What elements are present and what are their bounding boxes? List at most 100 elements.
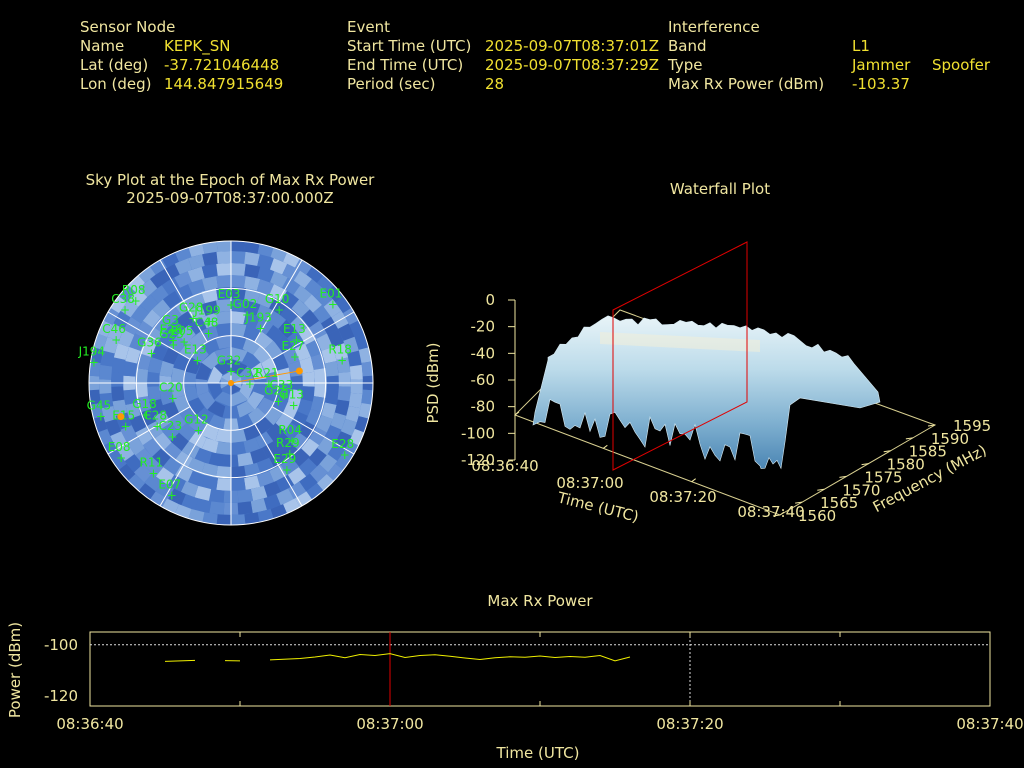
sky-cell xyxy=(188,243,205,258)
sky-cell xyxy=(280,290,300,309)
sky-cell xyxy=(145,421,164,440)
sky-cell xyxy=(231,335,247,349)
sky-cell xyxy=(139,294,159,313)
sky-cell xyxy=(216,478,231,491)
sky-cell xyxy=(361,389,373,405)
power-label: Max Rx Power (dBm) xyxy=(668,75,825,93)
sky-cell xyxy=(174,271,192,288)
satellite-marker: + xyxy=(167,324,177,338)
satellite-label: R11 xyxy=(140,455,164,469)
satellite-marker: + xyxy=(285,447,295,461)
sky-cell xyxy=(160,422,179,442)
sky-cell xyxy=(208,452,225,467)
azimuth-spoke xyxy=(159,423,208,507)
sky-cell xyxy=(174,450,193,469)
sky-cell xyxy=(135,427,153,446)
sky-cell xyxy=(231,263,246,276)
sky-cell xyxy=(270,271,288,288)
sky-cell xyxy=(220,371,231,383)
sky-cell xyxy=(278,319,297,339)
azimuth-spoke xyxy=(254,259,303,343)
sky-cell xyxy=(124,454,143,473)
sky-cell xyxy=(276,488,294,506)
sky-cell xyxy=(161,263,180,281)
sky-cell xyxy=(195,498,212,514)
sky-cell xyxy=(244,475,261,490)
sky-cell xyxy=(263,385,279,403)
time-tick xyxy=(691,478,696,483)
sky-cell xyxy=(301,438,320,457)
satellite-label: C20 xyxy=(159,381,183,395)
satellite-label: E01 xyxy=(320,286,343,300)
skyplot-title: Sky Plot at the Epoch of Max Rx Power 20… xyxy=(60,171,400,207)
azimuth-spoke xyxy=(271,311,355,360)
satellite-label: G18 xyxy=(132,397,157,411)
power-value: -103.37 xyxy=(852,75,910,93)
sky-cell xyxy=(243,312,261,329)
sky-cell xyxy=(264,340,283,359)
satellite-marker: + xyxy=(226,298,236,312)
satellite-marker: + xyxy=(192,353,202,367)
sky-cell xyxy=(283,422,302,442)
satellite-marker: + xyxy=(116,451,126,465)
sky-cell xyxy=(298,326,317,345)
sky-cell xyxy=(142,438,161,457)
sky-cell xyxy=(208,489,225,503)
sky-cell xyxy=(244,251,260,266)
sky-cell xyxy=(248,407,267,426)
interference-block: Interference Band L1 Type Jammer Spoofer Ma… xyxy=(668,18,990,94)
sky-cell xyxy=(216,514,231,525)
sky-cell xyxy=(237,452,254,467)
lat-label: Lat (deg) xyxy=(80,56,149,74)
sky-cell xyxy=(313,383,327,399)
sky-cell xyxy=(256,471,275,487)
power-x-axis-title: Time (UTC) xyxy=(496,744,580,762)
sky-cell xyxy=(202,251,218,266)
sky-cell xyxy=(129,333,146,351)
sky-cell xyxy=(291,448,310,467)
sky-cell xyxy=(242,351,261,370)
sky-cell xyxy=(197,391,216,410)
sky-cell xyxy=(280,457,300,476)
sky-cell xyxy=(129,415,146,433)
sky-cell xyxy=(263,494,281,511)
sky-cell xyxy=(316,473,334,491)
satellite-marker: + xyxy=(89,355,99,369)
interference-marker xyxy=(117,413,125,421)
sensor-node-title: Sensor Node xyxy=(80,18,176,36)
period-label: Period (sec) xyxy=(347,75,436,93)
sky-cell xyxy=(161,277,180,295)
satellite-label: G13 xyxy=(279,388,304,402)
sky-cell xyxy=(168,488,186,506)
freq-tick-label: 1590 xyxy=(931,430,969,448)
power-tick-label: -120 xyxy=(44,687,78,705)
sky-cell xyxy=(123,361,138,377)
sky-cell xyxy=(326,463,344,481)
sky-cell xyxy=(159,360,174,377)
azimuth-spoke xyxy=(254,423,303,507)
sky-cell xyxy=(237,489,254,503)
sky-cell xyxy=(145,326,164,345)
sky-cell xyxy=(201,312,219,329)
sky-cell xyxy=(214,391,231,407)
sky-cell xyxy=(231,275,246,288)
sky-cell xyxy=(207,366,223,383)
freq-tick xyxy=(883,450,891,453)
sky-cell xyxy=(275,413,294,432)
sky-cell xyxy=(216,251,231,264)
sky-cell xyxy=(187,397,205,416)
satellite-marker: + xyxy=(167,430,177,444)
sky-cell xyxy=(159,389,174,406)
sky-cell xyxy=(173,353,190,371)
sky-cell xyxy=(323,299,342,318)
band-value: L1 xyxy=(852,37,870,55)
sky-cell xyxy=(309,464,329,483)
max-rx-power-line xyxy=(164,653,631,662)
lon-label: Lon (deg) xyxy=(80,75,152,93)
time-tick-label: 08:37:40 xyxy=(737,503,804,521)
freq-tick xyxy=(839,475,847,478)
sky-cell xyxy=(216,263,231,276)
sky-cell xyxy=(358,347,372,364)
sky-cell xyxy=(319,454,338,473)
